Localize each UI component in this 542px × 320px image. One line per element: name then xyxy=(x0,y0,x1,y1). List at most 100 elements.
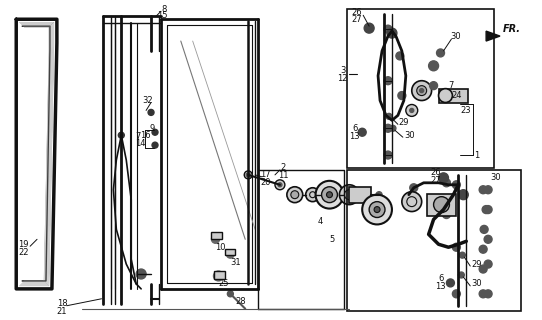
Circle shape xyxy=(479,265,487,273)
Circle shape xyxy=(376,192,382,198)
Circle shape xyxy=(430,82,437,90)
Text: 28: 28 xyxy=(235,297,246,306)
Circle shape xyxy=(410,108,414,112)
Circle shape xyxy=(442,211,450,219)
Circle shape xyxy=(384,124,392,132)
Circle shape xyxy=(148,109,154,116)
Text: 13: 13 xyxy=(349,132,360,141)
Circle shape xyxy=(152,142,158,148)
Text: 6: 6 xyxy=(352,124,358,133)
Circle shape xyxy=(482,206,490,213)
Text: 22: 22 xyxy=(18,248,29,257)
Circle shape xyxy=(435,196,442,204)
Circle shape xyxy=(447,279,454,287)
Circle shape xyxy=(420,89,424,92)
Text: 30: 30 xyxy=(471,279,482,288)
Circle shape xyxy=(211,235,220,243)
Text: 26: 26 xyxy=(351,8,362,17)
Circle shape xyxy=(484,290,492,298)
Text: 7: 7 xyxy=(448,81,454,90)
Circle shape xyxy=(384,77,392,85)
Bar xyxy=(347,9,494,168)
Text: 7: 7 xyxy=(135,132,140,141)
Text: 5: 5 xyxy=(330,235,335,244)
Text: 29: 29 xyxy=(399,118,409,127)
Circle shape xyxy=(484,235,492,243)
Circle shape xyxy=(358,128,366,136)
Circle shape xyxy=(244,171,252,179)
Circle shape xyxy=(152,129,158,135)
Circle shape xyxy=(306,188,320,202)
Circle shape xyxy=(398,92,406,100)
Circle shape xyxy=(214,271,223,281)
Text: 17: 17 xyxy=(260,170,270,180)
Circle shape xyxy=(484,186,492,194)
Circle shape xyxy=(278,183,282,187)
Circle shape xyxy=(369,202,385,218)
Circle shape xyxy=(479,290,487,298)
Circle shape xyxy=(429,61,438,71)
Circle shape xyxy=(364,23,374,33)
Text: 19: 19 xyxy=(18,240,29,249)
Text: 13: 13 xyxy=(436,282,446,292)
Circle shape xyxy=(228,291,233,297)
Text: 15: 15 xyxy=(157,11,167,20)
Bar xyxy=(427,194,456,215)
Bar xyxy=(347,170,521,311)
Text: 11: 11 xyxy=(278,172,288,180)
Circle shape xyxy=(387,28,397,38)
Circle shape xyxy=(374,207,380,212)
Text: 20: 20 xyxy=(260,178,270,187)
Bar xyxy=(438,89,468,102)
Circle shape xyxy=(460,252,465,258)
Circle shape xyxy=(438,173,448,183)
Circle shape xyxy=(227,250,234,258)
Circle shape xyxy=(384,25,392,33)
Circle shape xyxy=(442,179,450,187)
Text: 1: 1 xyxy=(474,150,480,160)
Circle shape xyxy=(453,243,460,251)
Text: FR.: FR. xyxy=(503,24,521,34)
Bar xyxy=(225,249,235,255)
Circle shape xyxy=(287,187,303,203)
Text: 24: 24 xyxy=(451,91,462,100)
Circle shape xyxy=(321,187,338,203)
Circle shape xyxy=(315,181,344,209)
Text: 14: 14 xyxy=(135,139,146,148)
Text: 29: 29 xyxy=(471,260,482,268)
Circle shape xyxy=(384,151,392,159)
Circle shape xyxy=(396,52,404,60)
Text: 16: 16 xyxy=(140,131,151,140)
Circle shape xyxy=(453,290,460,298)
Text: 9: 9 xyxy=(149,124,154,133)
Bar xyxy=(210,232,222,239)
Circle shape xyxy=(386,113,392,119)
Text: 21: 21 xyxy=(57,307,67,316)
Circle shape xyxy=(459,272,464,278)
Circle shape xyxy=(412,81,431,100)
Circle shape xyxy=(479,245,487,253)
Circle shape xyxy=(453,181,460,189)
Text: 25: 25 xyxy=(218,279,229,288)
Bar xyxy=(214,271,225,279)
Circle shape xyxy=(362,195,392,224)
Circle shape xyxy=(438,89,453,102)
Text: 26: 26 xyxy=(430,168,441,177)
Circle shape xyxy=(291,191,299,199)
Circle shape xyxy=(402,192,422,212)
Bar xyxy=(349,187,371,203)
Circle shape xyxy=(390,125,396,131)
Text: 4: 4 xyxy=(318,217,323,226)
Text: 18: 18 xyxy=(57,299,68,308)
Circle shape xyxy=(136,269,146,279)
Circle shape xyxy=(480,225,488,233)
Circle shape xyxy=(484,260,492,268)
Text: 30: 30 xyxy=(490,173,501,182)
Circle shape xyxy=(436,49,444,57)
Text: 27: 27 xyxy=(351,15,362,24)
Circle shape xyxy=(417,86,427,96)
Circle shape xyxy=(118,132,124,138)
Circle shape xyxy=(406,105,418,116)
Circle shape xyxy=(246,173,250,177)
Text: 30: 30 xyxy=(450,32,461,41)
